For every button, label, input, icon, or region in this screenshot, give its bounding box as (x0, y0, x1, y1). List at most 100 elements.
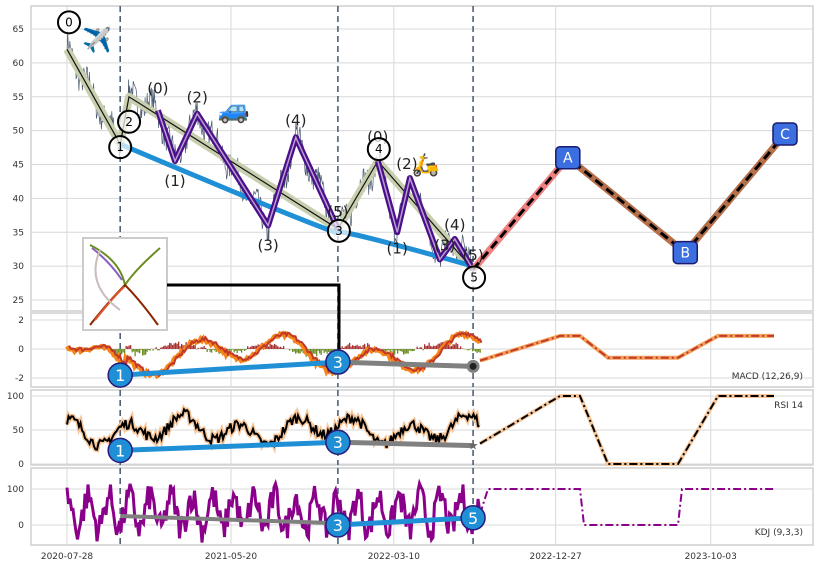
macd-histogram-bar (358, 346, 359, 349)
macd-histogram-bar (417, 347, 418, 349)
macd-histogram-bar (175, 343, 176, 349)
macd-histogram-bar (478, 349, 479, 352)
y-tick-label: 25 (13, 296, 24, 306)
macd-histogram-bar (468, 349, 469, 350)
macd-histogram-bar (207, 349, 208, 352)
car-icon: 🚙 (218, 95, 250, 125)
macd-histogram-bar (166, 346, 167, 349)
macd-histogram-bar (387, 349, 388, 351)
macd-histogram-bar (313, 349, 314, 354)
macd-histogram-bar (276, 345, 277, 349)
macd-histogram-bar (399, 349, 400, 351)
y-tick-label: 50 (13, 127, 25, 137)
macd-histogram-bar (433, 346, 434, 349)
macd-histogram-bar (406, 349, 407, 353)
macd-histogram-bar (153, 349, 154, 351)
macd-histogram-bar (391, 349, 392, 350)
subwave-label: (5) (327, 203, 348, 221)
macd-histogram-bar (129, 345, 130, 349)
y-tick-label: 0 (18, 345, 24, 355)
macd-histogram-bar (135, 349, 136, 356)
rsi-gray-line (338, 442, 473, 445)
macd-histogram-bar (210, 349, 211, 352)
y-tick-label: 0 (18, 521, 24, 531)
macd-histogram-bar (454, 345, 455, 349)
x-tick-label: 2020-07-28 (41, 552, 94, 562)
macd-histogram-bar (348, 344, 349, 349)
macd-histogram-bar (271, 345, 272, 349)
macd-histogram-bar (322, 349, 323, 350)
wave-label: 4 (375, 142, 383, 156)
macd-histogram-bar (459, 348, 460, 349)
macd-histogram-bar (426, 346, 427, 349)
macd-histogram-bar (349, 343, 350, 349)
x-tick-label: 2023-10-03 (685, 552, 737, 562)
macd-histogram-bar (282, 348, 283, 349)
subwave-label: (0) (147, 79, 168, 97)
rsi-divergence-label: 1 (115, 441, 125, 460)
macd-histogram-bar (193, 345, 194, 349)
macd-histogram-bar (165, 345, 166, 349)
macd-histogram-bar (396, 349, 397, 350)
macd-histogram-bar (250, 347, 251, 349)
macd-histogram-bar (412, 349, 413, 351)
macd-histogram-bar (181, 344, 182, 349)
macd-histogram-bar (460, 346, 461, 349)
macd-histogram-bar (388, 349, 389, 350)
macd-histogram-bar (204, 346, 205, 349)
macd-histogram-bar (240, 349, 241, 351)
macd-histogram-bar (156, 347, 157, 349)
y-tick-label: 0 (18, 460, 24, 470)
macd-histogram-bar (211, 349, 212, 353)
macd-histogram-bar (157, 349, 158, 350)
macd-histogram-bar (364, 344, 365, 349)
macd-histogram-bar (138, 349, 139, 352)
macd-histogram-bar (171, 343, 172, 349)
macd-histogram-bar (420, 347, 421, 349)
kdj-label: KDJ (9,3,3) (755, 528, 803, 538)
macd-histogram-bar (214, 349, 215, 350)
macd-histogram-bar (397, 349, 398, 354)
y-tick-label: 45 (13, 161, 24, 171)
subwave-label: (3) (434, 236, 455, 254)
macd-histogram-bar (400, 349, 401, 351)
macd-histogram-bar (457, 344, 458, 349)
macd-histogram-bar (394, 349, 395, 354)
macd-histogram-bar (385, 349, 386, 351)
macd-histogram-bar (321, 349, 322, 355)
macd-histogram-bar (159, 349, 160, 350)
macd-divergence-label: 1 (115, 366, 125, 385)
macd-histogram-bar (255, 346, 256, 349)
macd-histogram-bar (130, 345, 131, 349)
macd-histogram-bar (325, 349, 326, 352)
subwave-label: (5) (462, 247, 483, 265)
macd-histogram-bar (408, 349, 409, 354)
macd-histogram-bar (268, 347, 269, 349)
macd-histogram-bar (241, 349, 242, 353)
macd-histogram-bar (213, 349, 214, 350)
macd-histogram-bar (270, 344, 271, 349)
subwave-label: (4) (285, 111, 306, 129)
macd-histogram-bar (436, 345, 437, 349)
macd-histogram-bar (132, 349, 133, 352)
y-tick-label: 65 (13, 25, 24, 35)
wave-label: 5 (470, 271, 478, 285)
macd-histogram-bar (450, 346, 451, 349)
macd-histogram-bar (472, 349, 473, 351)
macd-histogram-bar (249, 348, 250, 349)
macd-histogram-bar (390, 349, 391, 352)
macd-histogram-bar (345, 346, 346, 349)
macd-histogram-bar (354, 346, 355, 349)
macd-histogram-bar (474, 349, 475, 351)
macd-histogram-bar (283, 346, 284, 349)
wave-label: 0 (65, 15, 73, 29)
macd-histogram-bar (465, 349, 466, 350)
macd-histogram-bar (429, 343, 430, 349)
y-tick-label: 55 (13, 93, 24, 103)
macd-histogram-bar (147, 349, 148, 352)
macd-histogram-bar (120, 349, 121, 354)
subwave-label: (1) (164, 172, 185, 190)
projection-label: A (563, 151, 573, 167)
macd-histogram-bar (424, 344, 425, 349)
macd-divergence-label: 3 (333, 353, 343, 372)
